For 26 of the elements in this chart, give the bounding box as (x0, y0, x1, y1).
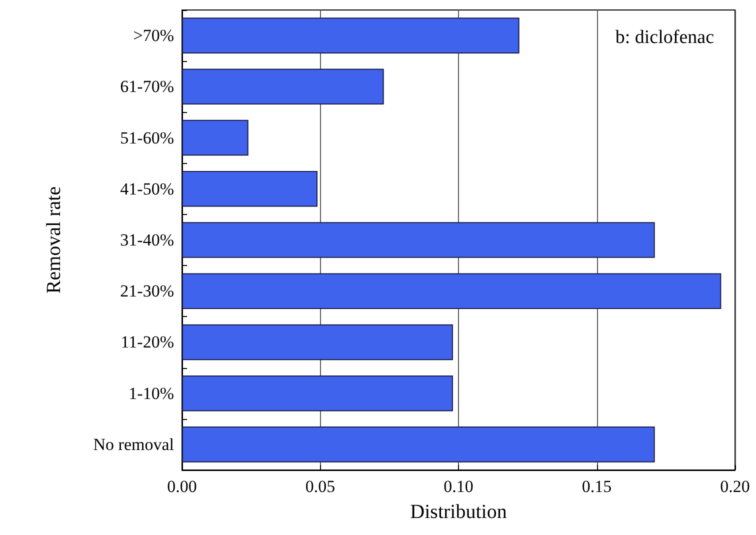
bar (182, 120, 248, 156)
y-tick-label: 61-70% (120, 77, 174, 96)
y-axis-title: Removal rate (43, 186, 65, 294)
y-tick-label: 51-60% (120, 128, 174, 148)
y-tick-label: No removal (93, 434, 174, 454)
y-tick-label: 1-10% (128, 384, 174, 403)
x-tick-label: 0.05 (305, 477, 336, 496)
annotation: b: diclofenac (615, 27, 714, 48)
bar (182, 273, 722, 309)
x-tick-label: 0.10 (444, 477, 474, 496)
x-tick-label: 0.15 (582, 477, 612, 496)
y-tick-label: 41-50% (120, 179, 174, 198)
y-tick-label: 31-40% (120, 230, 174, 250)
y-tick-label: >70% (133, 26, 174, 46)
bar (182, 171, 318, 207)
bar (182, 375, 453, 412)
bar (182, 222, 655, 258)
bar (182, 324, 453, 360)
x-tick-label: 0.20 (720, 477, 750, 496)
bar (182, 426, 655, 462)
x-axis-title: Distribution (410, 501, 507, 523)
bar (182, 68, 384, 105)
y-tick-label: 21-30% (120, 282, 174, 301)
bar (182, 18, 520, 54)
y-tick-label: 11-20% (120, 332, 174, 352)
x-tick-label: 0.00 (167, 477, 197, 496)
